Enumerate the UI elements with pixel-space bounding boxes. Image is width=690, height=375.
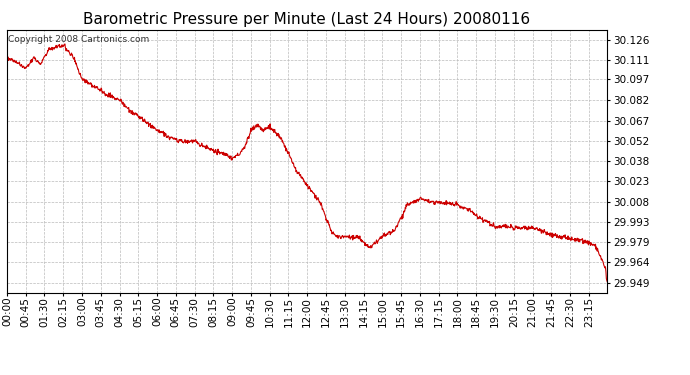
Title: Barometric Pressure per Minute (Last 24 Hours) 20080116: Barometric Pressure per Minute (Last 24 … — [83, 12, 531, 27]
Text: Copyright 2008 Cartronics.com: Copyright 2008 Cartronics.com — [8, 35, 149, 44]
